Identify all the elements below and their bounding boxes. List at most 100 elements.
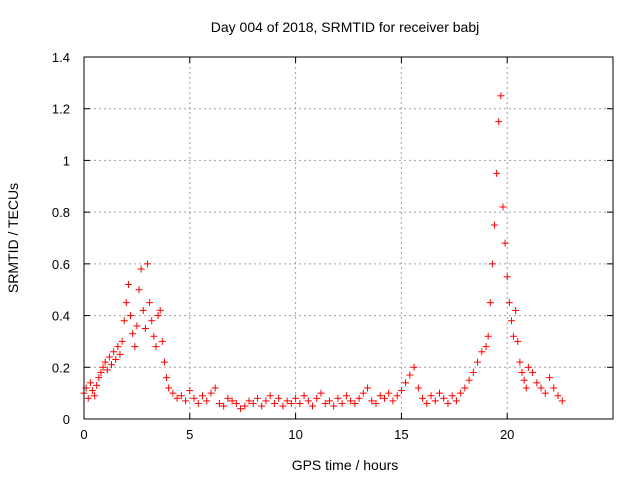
data-point	[118, 337, 126, 345]
data-point	[512, 306, 520, 314]
data-point	[465, 376, 473, 384]
data-point	[116, 350, 124, 358]
data-point	[93, 381, 101, 389]
tick-labels: 0 5 10 15 20 0 0.2 0.4 0.6 0.8 1 1.2 1.4	[52, 50, 515, 442]
data-point	[279, 402, 287, 410]
data-point	[262, 397, 270, 405]
data-point	[300, 392, 308, 400]
data-point	[169, 389, 177, 397]
data-point	[507, 317, 515, 325]
data-point	[385, 389, 393, 397]
data-point	[139, 306, 147, 314]
data-point	[296, 399, 304, 407]
grid-lines	[84, 57, 613, 419]
data-point	[127, 312, 135, 320]
plot-frame	[83, 56, 614, 420]
data-point	[317, 389, 325, 397]
data-point	[414, 384, 422, 392]
data-point	[148, 317, 156, 325]
data-point	[359, 389, 367, 397]
data-point	[499, 203, 507, 211]
data-point	[241, 402, 249, 410]
y-tick-label: 0.8	[52, 205, 70, 220]
data-point	[237, 405, 245, 413]
axis-ticks	[83, 56, 613, 420]
data-point	[478, 348, 486, 356]
data-point	[99, 363, 107, 371]
data-point	[177, 392, 185, 400]
data-point	[321, 399, 329, 407]
data-point	[143, 260, 151, 268]
data-point	[537, 384, 545, 392]
data-point	[249, 399, 257, 407]
data-point	[448, 392, 456, 400]
data-point	[351, 399, 359, 407]
data-point	[550, 384, 558, 392]
data-point	[141, 325, 149, 332]
data-point	[228, 397, 236, 405]
data-point	[258, 402, 266, 410]
data-point	[84, 394, 92, 402]
data-point	[165, 384, 173, 392]
data-points	[80, 92, 566, 413]
data-point	[410, 363, 418, 371]
data-point	[131, 343, 139, 351]
data-point	[103, 366, 111, 374]
data-point	[355, 394, 363, 402]
data-point	[554, 392, 562, 400]
data-point	[529, 368, 537, 376]
data-point	[133, 322, 141, 330]
data-point	[516, 358, 524, 366]
data-point	[520, 376, 528, 384]
y-tick-label: 0.6	[52, 257, 70, 272]
data-point	[440, 394, 448, 402]
data-point	[397, 387, 405, 395]
data-point	[380, 394, 388, 402]
y-tick-label: 1.2	[52, 102, 70, 117]
data-point	[163, 374, 171, 382]
data-point	[368, 397, 376, 405]
data-point	[444, 399, 452, 407]
data-point	[482, 343, 490, 351]
data-point	[91, 392, 99, 400]
data-point	[114, 343, 122, 351]
data-point	[160, 358, 168, 366]
data-point	[457, 389, 465, 397]
data-point	[198, 392, 206, 400]
data-point	[266, 392, 274, 400]
y-axis-title: SRMTID / TECUs	[5, 183, 21, 293]
data-point	[431, 397, 439, 405]
data-point	[135, 286, 143, 294]
x-axis-title: GPS time / hours	[292, 457, 399, 473]
data-point	[150, 332, 158, 340]
chart-title: Day 004 of 2018, SRMTID for receiver bab…	[211, 19, 479, 35]
data-point	[423, 399, 431, 407]
data-point	[122, 299, 130, 307]
data-point	[342, 392, 350, 400]
data-point	[313, 394, 321, 402]
data-point	[469, 368, 477, 376]
data-point	[112, 356, 120, 364]
data-point	[491, 221, 499, 229]
data-point	[488, 260, 496, 268]
data-point	[304, 397, 312, 405]
x-tick-label: 0	[80, 427, 87, 442]
data-point	[533, 379, 541, 387]
data-point	[364, 384, 372, 392]
data-point	[154, 312, 162, 320]
data-point	[325, 397, 333, 405]
data-point	[389, 397, 397, 405]
data-point	[270, 399, 278, 407]
data-point	[110, 348, 118, 356]
y-tick-label: 0.2	[52, 360, 70, 375]
data-point	[220, 402, 228, 410]
data-point	[518, 368, 526, 376]
y-tick-label: 0	[63, 412, 70, 427]
data-point	[503, 273, 511, 281]
data-point	[137, 265, 145, 273]
data-point	[372, 399, 380, 407]
data-point	[245, 397, 253, 405]
data-point	[558, 397, 566, 405]
data-point	[514, 337, 522, 345]
